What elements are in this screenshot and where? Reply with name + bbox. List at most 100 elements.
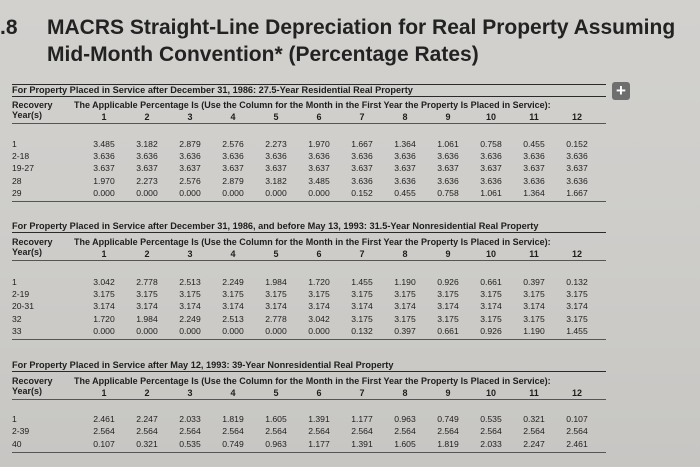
percentage-cell: 3.174 <box>93 301 115 312</box>
percentage-cell: 1.984 <box>265 277 287 287</box>
percentage-cell: 3.485 <box>308 175 330 186</box>
percentage-cell: 1.455 <box>566 325 588 336</box>
table-row: 2-18 3.636 3.636 3.636 3.636 3.636 3.636 3.636 3… <box>12 151 606 163</box>
percentage-cell: 0.000 <box>308 187 330 198</box>
percentage-cell: 3.636 <box>523 175 545 186</box>
percentage-cell: 0.000 <box>179 325 201 336</box>
month-column-number: 10 <box>485 388 496 398</box>
table-row: 19-27 3.637 3.637 3.637 3.637 3.637 3.637 3.637… <box>12 163 606 175</box>
month-column-number: 10 <box>485 249 496 259</box>
percentage-cell: 3.042 <box>93 277 115 287</box>
percentage-cell: 3.636 <box>437 175 459 186</box>
percentage-cell: 3.175 <box>222 289 244 300</box>
percentage-cell: 3.637 <box>265 163 287 174</box>
percentage-cell: 2.249 <box>222 277 244 287</box>
percentage-cell: 3.637 <box>179 163 201 174</box>
percentage-cell: 0.535 <box>179 438 201 449</box>
percentage-cell: 1.819 <box>437 438 459 449</box>
percentage-cell: 3.174 <box>351 301 373 312</box>
percentage-cell: 1.177 <box>351 414 373 424</box>
percentage-cell: 3.636 <box>351 151 373 162</box>
percentage-cell: 0.455 <box>394 187 416 198</box>
section-bottom-rule <box>12 201 606 202</box>
percentage-cell: 3.175 <box>93 289 115 300</box>
percentage-cell: 3.042 <box>308 313 330 324</box>
percentage-cell: 2.576 <box>222 139 244 149</box>
section-heading: For Property Placed in Service after Dec… <box>12 221 606 233</box>
month-column-number: 9 <box>445 112 451 122</box>
percentage-cell: 2.564 <box>480 426 502 437</box>
percentage-cell: 3.175 <box>566 289 588 300</box>
table-row: 2-39 2.564 2.564 2.564 2.564 2.564 2.564 2.564 2… <box>12 426 606 438</box>
percentage-cell: 3.175 <box>394 313 416 324</box>
percentage-cell: 3.175 <box>480 313 502 324</box>
percentage-cell: 3.637 <box>136 163 158 174</box>
percentage-cell: 0.397 <box>523 277 545 287</box>
table-row: 28 1.970 2.273 2.576 2.879 3.182 3.485 3.636 3.6… <box>12 176 606 188</box>
month-column-number: 3 <box>187 112 193 122</box>
percentage-cell: 3.175 <box>480 289 502 300</box>
percentage-cell: 3.636 <box>394 175 416 186</box>
percentage-cell: 3.175 <box>308 289 330 300</box>
percentage-cell: 0.000 <box>265 325 287 336</box>
section-heading: For Property Placed in Service after May… <box>12 360 606 372</box>
percentage-cell: 3.174 <box>179 301 201 312</box>
month-column-number: 5 <box>273 249 279 259</box>
title-line-1: MACRS Straight-Line Depreciation for Rea… <box>47 16 676 39</box>
percentage-cell: 0.000 <box>93 187 115 198</box>
recovery-year-cell: 2-18 <box>12 151 30 162</box>
month-column-number: 9 <box>445 249 451 259</box>
percentage-cell: 0.152 <box>351 187 373 198</box>
percentage-cell: 2.033 <box>480 438 502 449</box>
percentage-cell: 3.182 <box>136 139 158 149</box>
percentage-cell: 0.926 <box>480 325 502 336</box>
recovery-year-cell: 2-19 <box>12 289 30 300</box>
percentage-cell: 3.175 <box>523 313 545 324</box>
years-label: Year(s) <box>12 386 43 396</box>
percentage-cell: 0.000 <box>136 187 158 198</box>
percentage-cell: 3.636 <box>480 151 502 162</box>
percentage-cell: 0.926 <box>437 277 459 287</box>
percentage-cell: 3.175 <box>523 289 545 300</box>
percentage-cell: 3.174 <box>394 301 416 312</box>
percentage-cell: 2.879 <box>222 175 244 186</box>
percentage-cell: 2.247 <box>523 438 545 449</box>
percentage-cell: 3.174 <box>265 301 287 312</box>
percentage-cell: 0.152 <box>566 139 588 149</box>
recovery-year-cell: 1 <box>12 414 17 424</box>
expand-plus-button[interactable]: + <box>612 82 630 100</box>
percentage-cell: 0.000 <box>265 187 287 198</box>
percentage-cell: 2.461 <box>93 414 115 424</box>
table-number: .8 <box>0 16 18 39</box>
percentage-cell: 3.174 <box>480 301 502 312</box>
years-label: Year(s) <box>12 110 43 120</box>
recovery-year-cell: 1 <box>12 139 17 149</box>
month-column-number: 7 <box>359 388 365 398</box>
percentage-cell: 3.175 <box>351 289 373 300</box>
month-column-number: 12 <box>571 112 582 122</box>
percentage-cell: 0.749 <box>222 438 244 449</box>
table-row: 29 0.000 0.000 0.000 0.000 0.000 0.000 0.152 0.4… <box>12 188 606 200</box>
percentage-cell: 2.879 <box>179 139 201 149</box>
percentage-cell: 3.174 <box>566 301 588 312</box>
percentage-cell: 3.637 <box>351 163 373 174</box>
percentage-cell: 3.175 <box>265 289 287 300</box>
percentage-cell: 3.174 <box>136 301 158 312</box>
month-column-number: 11 <box>529 249 539 259</box>
month-column-number: 5 <box>273 388 279 398</box>
percentage-cell: 2.564 <box>136 426 158 437</box>
percentage-cell: 3.175 <box>394 289 416 300</box>
month-column-number: 2 <box>144 249 150 259</box>
table-row: 20-31 3.174 3.174 3.174 3.174 3.174 3.174 3.174… <box>12 301 606 313</box>
percentage-cell: 3.174 <box>523 301 545 312</box>
percentage-cell: 3.636 <box>351 175 373 186</box>
percentage-cell: 3.637 <box>480 163 502 174</box>
percentage-cell: 0.000 <box>308 325 330 336</box>
percentage-cell: 1.364 <box>394 139 416 149</box>
recovery-label: Recovery <box>12 376 53 386</box>
month-column-number: 3 <box>187 388 193 398</box>
percentage-cell: 3.636 <box>136 151 158 162</box>
percentage-cell: 2.273 <box>136 175 158 186</box>
section-heading: For Property Placed in Service after Dec… <box>12 84 606 97</box>
percentage-cell: 0.132 <box>351 325 373 336</box>
